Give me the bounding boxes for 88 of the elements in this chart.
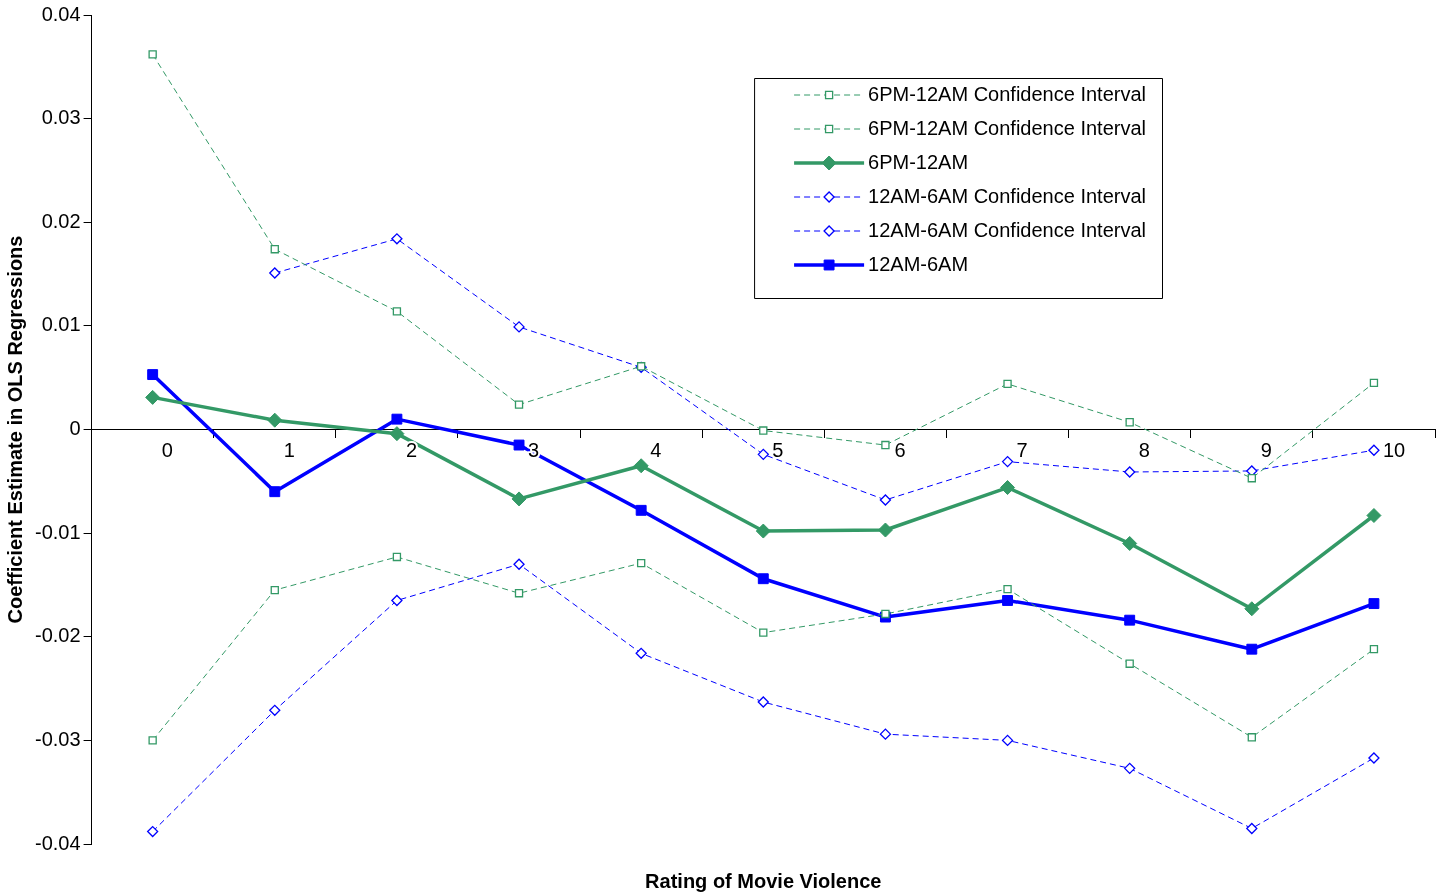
- point: [1125, 659, 1134, 668]
- point: [1369, 378, 1379, 388]
- point: [147, 369, 159, 381]
- point: [636, 558, 646, 568]
- point: [513, 321, 525, 333]
- point: [1124, 466, 1136, 478]
- point: [881, 609, 890, 619]
- point: [269, 486, 281, 498]
- point: [881, 440, 890, 450]
- point: [514, 589, 524, 598]
- point: [391, 413, 403, 425]
- y-tick-label: 0.03: [41, 106, 81, 129]
- point: [513, 558, 525, 570]
- legend-label: 12AM-6AM Confidence Interval: [868, 184, 1147, 207]
- point: [633, 458, 649, 474]
- x-tick-label: 4: [650, 439, 662, 462]
- point: [148, 50, 157, 59]
- x-tick-label: 8: [1138, 439, 1150, 462]
- point: [1368, 752, 1380, 764]
- point: [269, 267, 281, 279]
- point: [147, 825, 159, 838]
- x-tick-label: 10: [1382, 439, 1406, 462]
- point: [511, 491, 527, 507]
- point: [513, 439, 525, 451]
- point: [1000, 480, 1016, 496]
- point: [757, 448, 769, 461]
- point: [635, 647, 647, 659]
- point: [757, 573, 769, 585]
- x-tick-label: 9: [1260, 439, 1272, 462]
- point: [877, 522, 893, 538]
- x-tick-label: 7: [1016, 439, 1028, 462]
- point: [1125, 418, 1134, 427]
- x-tick-label: 6: [894, 439, 906, 462]
- x-tick-label: 1: [283, 439, 295, 462]
- y-tick-label: 0.02: [41, 209, 81, 232]
- y-tick-label: 0: [69, 417, 81, 440]
- point: [1003, 379, 1012, 389]
- point: [1001, 455, 1014, 468]
- point: [269, 704, 281, 716]
- legend-label: 6PM-12AM Confidence Interval: [868, 116, 1147, 139]
- point: [879, 494, 892, 506]
- point: [755, 523, 771, 539]
- y-tick-label: -0.01: [34, 520, 81, 543]
- x-tick-label: 0: [161, 439, 173, 462]
- point: [389, 426, 405, 442]
- point: [1247, 474, 1256, 483]
- point: [879, 728, 892, 740]
- y-tick-label: -0.03: [34, 727, 81, 750]
- y-tick-label: -0.02: [34, 624, 81, 647]
- point: [1246, 643, 1258, 655]
- point: [391, 233, 403, 245]
- x-tick-label: 2: [405, 439, 418, 462]
- legend-label: 12AM-6AM: [868, 252, 969, 275]
- x-axis-title: Rating of Movie Violence: [645, 869, 882, 892]
- y-tick-label: 0.04: [41, 2, 81, 25]
- point: [1247, 733, 1256, 742]
- point: [145, 389, 161, 405]
- y-tick-label: 0.01: [41, 313, 81, 336]
- point: [1124, 614, 1136, 626]
- x-tick-label: 5: [772, 439, 784, 462]
- point: [1003, 584, 1012, 594]
- point: [1368, 598, 1380, 610]
- point: [1369, 645, 1379, 654]
- point: [759, 628, 768, 637]
- legend-label: 12AM-6AM Confidence Interval: [868, 218, 1147, 241]
- point: [148, 736, 157, 745]
- point: [757, 696, 769, 708]
- y-axis-title: Coefficient Estimate in OLS Regressions: [3, 235, 26, 624]
- point: [270, 585, 279, 595]
- y-tick-label: -0.04: [34, 831, 81, 854]
- point: [1122, 535, 1138, 551]
- point: [1366, 508, 1382, 524]
- point: [514, 400, 524, 409]
- point: [267, 412, 283, 428]
- point: [1124, 762, 1136, 774]
- point: [270, 245, 279, 254]
- point: [391, 594, 403, 607]
- point: [392, 307, 402, 316]
- legend-label: 6PM-12AM: [868, 150, 969, 173]
- point: [1368, 444, 1380, 456]
- point: [759, 426, 768, 435]
- point: [392, 552, 402, 562]
- point: [1244, 601, 1260, 617]
- point: [1246, 822, 1258, 835]
- legend-label: 6PM-12AM Confidence Interval: [868, 82, 1147, 105]
- point: [1001, 734, 1014, 747]
- point: [635, 504, 647, 516]
- point: [1002, 595, 1013, 606]
